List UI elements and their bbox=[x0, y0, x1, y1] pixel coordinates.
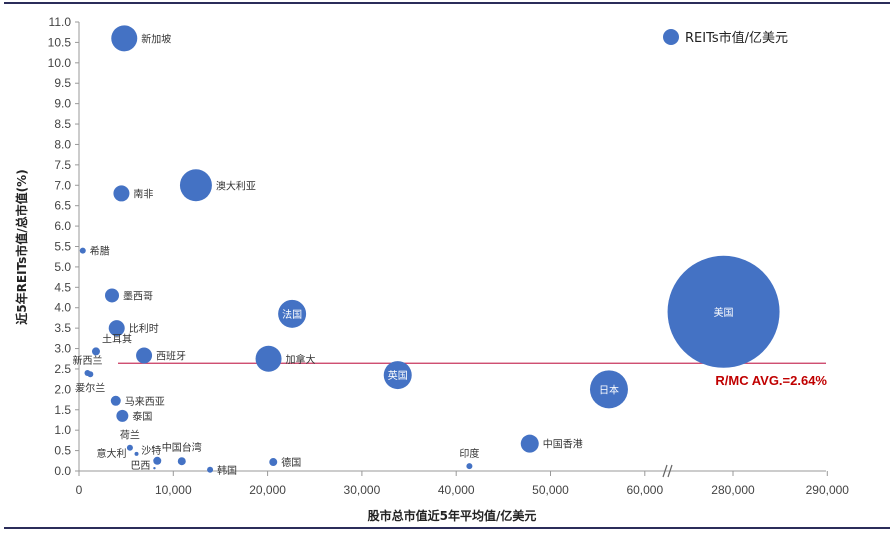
bubble-label: 意大利 bbox=[97, 447, 127, 460]
bubble-11 bbox=[87, 371, 94, 378]
y-tick-label: 6.0 bbox=[54, 219, 71, 233]
bubble-22 bbox=[177, 457, 186, 466]
y-tick-label: 2.5 bbox=[54, 362, 71, 376]
bubble-label: 德国 bbox=[281, 456, 301, 469]
bubble-25 bbox=[269, 458, 278, 467]
bottom-border bbox=[4, 527, 890, 529]
y-tick-label: 5.5 bbox=[54, 240, 71, 254]
bubble-label: 新西兰 bbox=[72, 354, 102, 367]
y-tick-label: 1.5 bbox=[54, 403, 71, 417]
x-axis-title: 股市总市值近5年平均值/亿美元 bbox=[368, 508, 537, 523]
bubble-label: 加拿大 bbox=[286, 353, 316, 366]
bubble-18 bbox=[466, 463, 473, 470]
axis-break-icon bbox=[662, 464, 673, 478]
bubble-label: 墨西哥 bbox=[123, 290, 153, 302]
bubble-5 bbox=[278, 299, 307, 328]
y-tick-label: 4.5 bbox=[54, 280, 71, 294]
y-tick-label: 7.5 bbox=[54, 158, 71, 172]
x-tick-label: 20,000 bbox=[249, 483, 286, 497]
y-tick-label: 11.0 bbox=[49, 15, 72, 29]
bubble-24 bbox=[207, 466, 214, 473]
legend-marker bbox=[663, 29, 679, 45]
bubble-label: 沙特 bbox=[141, 445, 161, 457]
bubble-16 bbox=[667, 255, 780, 368]
bubble-15 bbox=[589, 370, 628, 409]
bubble-label: 马来西亚 bbox=[125, 396, 165, 408]
y-tick-label: 4.0 bbox=[54, 301, 71, 315]
bubble-label: 比利时 bbox=[129, 323, 159, 335]
y-tick-label: 3.0 bbox=[54, 342, 71, 356]
x-tick-label: 290,000 bbox=[806, 483, 850, 497]
bubble-label: 希腊 bbox=[90, 245, 110, 258]
bubble-label: 日本 bbox=[599, 383, 619, 396]
bubble-label: 美国 bbox=[714, 306, 734, 319]
bubble-label: 荷兰 bbox=[120, 429, 140, 442]
y-tick-label: 1.0 bbox=[54, 423, 71, 437]
y-tick-label: 9.5 bbox=[54, 76, 71, 90]
x-tick-label: 50,000 bbox=[532, 483, 569, 497]
y-tick-label: 8.0 bbox=[54, 137, 71, 151]
bubble-label: 泰国 bbox=[132, 410, 152, 423]
bubble-13 bbox=[110, 395, 121, 406]
bubble-7 bbox=[91, 347, 100, 356]
y-tick-label: 9.0 bbox=[54, 97, 71, 111]
bubble-label: 西班牙 bbox=[156, 350, 186, 362]
bubble-label: 韩国 bbox=[217, 464, 237, 477]
y-tick-label: 6.5 bbox=[54, 199, 71, 213]
bubble-8 bbox=[136, 347, 153, 364]
x-tick-label: 30,000 bbox=[344, 483, 381, 497]
bubble-label: 南非 bbox=[133, 187, 153, 200]
bubble-label: 巴西 bbox=[130, 460, 150, 472]
bubble-label: 新加坡 bbox=[141, 32, 171, 45]
y-tick-label: 2.0 bbox=[54, 382, 71, 396]
bubble-2 bbox=[113, 185, 130, 202]
bubble-23 bbox=[153, 466, 156, 470]
bubble-12 bbox=[383, 361, 412, 390]
bubble-4 bbox=[105, 288, 120, 303]
bubble-1 bbox=[179, 169, 212, 202]
legend-label: REITs市值/亿美元 bbox=[685, 30, 788, 46]
x-tick-label: 0 bbox=[76, 483, 83, 497]
y-tick-label: 10.0 bbox=[48, 56, 72, 70]
y-tick-label: 0.5 bbox=[54, 444, 71, 458]
x-tick-label: 40,000 bbox=[438, 483, 475, 497]
bubble-label: 中国香港 bbox=[543, 438, 583, 451]
bubble-0 bbox=[111, 25, 138, 52]
bubble-label: 爱尔兰 bbox=[75, 381, 105, 394]
bubble-14 bbox=[116, 409, 129, 422]
bubble-label: 法国 bbox=[282, 308, 302, 321]
y-tick-label: 3.5 bbox=[54, 321, 71, 335]
bubble-label: 印度 bbox=[459, 447, 479, 460]
top-border bbox=[4, 2, 890, 4]
y-tick-label: 10.5 bbox=[48, 35, 72, 49]
x-tick-label: 60,000 bbox=[626, 483, 663, 497]
y-tick-label: 0.0 bbox=[54, 464, 71, 478]
bubble-3 bbox=[79, 247, 86, 254]
bubble-17 bbox=[520, 434, 539, 453]
x-tick-label: 280,000 bbox=[711, 483, 755, 497]
y-tick-label: 5.0 bbox=[54, 260, 71, 274]
bubble-6 bbox=[108, 320, 125, 337]
bubble-label: 澳大利亚 bbox=[216, 179, 256, 192]
y-tick-label: 8.5 bbox=[54, 117, 71, 131]
bubble-label: 英国 bbox=[388, 369, 408, 382]
average-line-label: R/MC AVG.=2.64% bbox=[715, 373, 827, 388]
bubble-label: 土耳其 bbox=[102, 332, 132, 345]
bubble-9 bbox=[255, 345, 282, 372]
y-tick-label: 7.0 bbox=[54, 178, 71, 192]
bubble-19 bbox=[126, 444, 133, 451]
bubble-21 bbox=[153, 456, 162, 465]
bubble-20 bbox=[134, 451, 139, 456]
x-tick-label: 10,000 bbox=[155, 483, 192, 497]
y-axis-title: 近5年REITs市值/总市值(%) bbox=[14, 169, 29, 324]
bubble-label: 中国台湾 bbox=[162, 441, 202, 454]
